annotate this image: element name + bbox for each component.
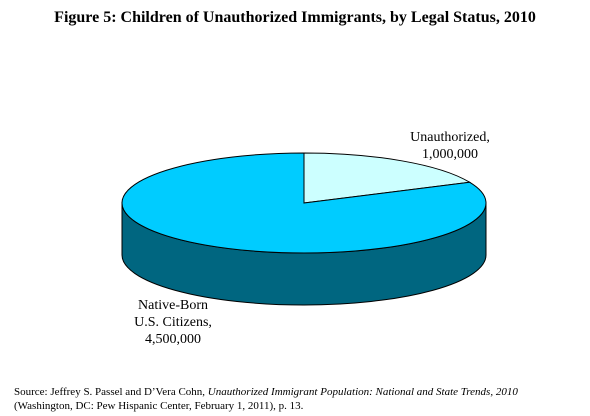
slice-label-unauthorized-line-2: 1,000,000: [422, 147, 478, 162]
slice-label-native-born-line-3: 4,500,000: [145, 332, 201, 347]
source-note: Source: Jeffrey S. Passel and D’Vera Coh…: [14, 385, 579, 413]
pie-slice-native-born: [121, 152, 487, 254]
slice-label-native-born-line-2: U.S. Citizens,: [134, 315, 212, 330]
source-prefix: Source: Jeffrey S. Passel and D’Vera Coh…: [14, 386, 208, 398]
source-suffix: (Washington, DC: Pew Hispanic Center, Fe…: [14, 400, 304, 412]
source-title: Unauthorized Immigrant Population: Natio…: [207, 386, 518, 398]
slice-label-native-born: Native-Born U.S. Citizens, 4,500,000: [98, 297, 248, 348]
slice-label-unauthorized-line-1: Unauthorized,: [410, 130, 490, 145]
slice-label-native-born-line-1: Native-Born: [138, 298, 208, 313]
slice-label-unauthorized: Unauthorized, 1,000,000: [375, 129, 525, 163]
chart-title: Figure 5: Children of Unauthorized Immig…: [54, 9, 536, 26]
pie-top: [121, 152, 487, 254]
pie-slice-unauthorized: [303, 152, 472, 204]
